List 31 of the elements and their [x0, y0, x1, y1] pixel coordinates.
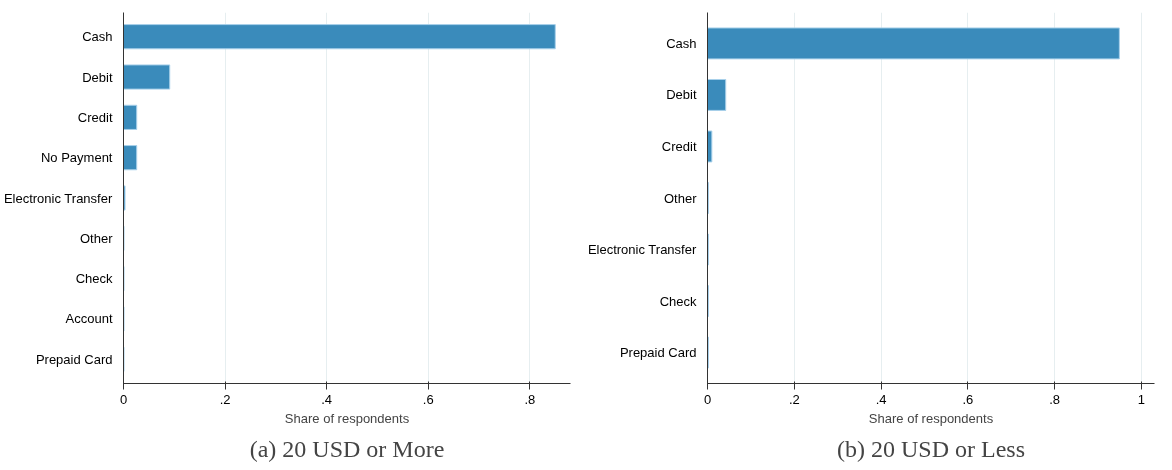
- x-tick-label: .6: [422, 391, 434, 407]
- x-tick-label: .2: [219, 391, 231, 407]
- y-tick-label: Other: [79, 230, 114, 246]
- y-tick-label: Prepaid Card: [619, 345, 697, 361]
- x-tick-label: .8: [524, 391, 536, 407]
- y-tick-label: Other: [663, 190, 698, 206]
- y-tick-label: Check: [659, 293, 697, 309]
- y-tick-label: Electronic Transfer: [3, 190, 113, 206]
- x-tick-label: 0: [703, 391, 712, 407]
- x-tick-label: .6: [962, 391, 974, 407]
- y-tick-label: Electronic Transfer: [587, 242, 697, 258]
- x-tick-label: .4: [321, 391, 333, 407]
- y-tick-label: Debit: [82, 69, 113, 85]
- x-tick-label: .2: [788, 391, 800, 407]
- text: (a) 20 USD or More: [249, 435, 445, 462]
- text: (b) 20 USD or Less: [837, 435, 1025, 462]
- x-tick-label: 1: [1137, 391, 1146, 407]
- y-tick-label: Check: [75, 271, 113, 287]
- y-tick-label: Debit: [666, 87, 697, 103]
- x-tick-label: 0: [119, 391, 128, 407]
- y-tick-label: Credit: [661, 138, 697, 154]
- x-tick-label: .8: [1049, 391, 1061, 407]
- x-axis-title: Share of respondents: [284, 410, 410, 426]
- y-tick-label: Account: [65, 311, 113, 327]
- y-tick-label: Cash: [82, 29, 113, 45]
- x-tick-label: .4: [875, 391, 887, 407]
- y-tick-label: No Payment: [40, 150, 113, 166]
- y-tick-label: Prepaid Card: [35, 351, 113, 367]
- x-axis-title: Share of respondents: [868, 410, 994, 426]
- y-tick-label: Cash: [666, 35, 697, 51]
- y-tick-label: Credit: [77, 109, 113, 125]
